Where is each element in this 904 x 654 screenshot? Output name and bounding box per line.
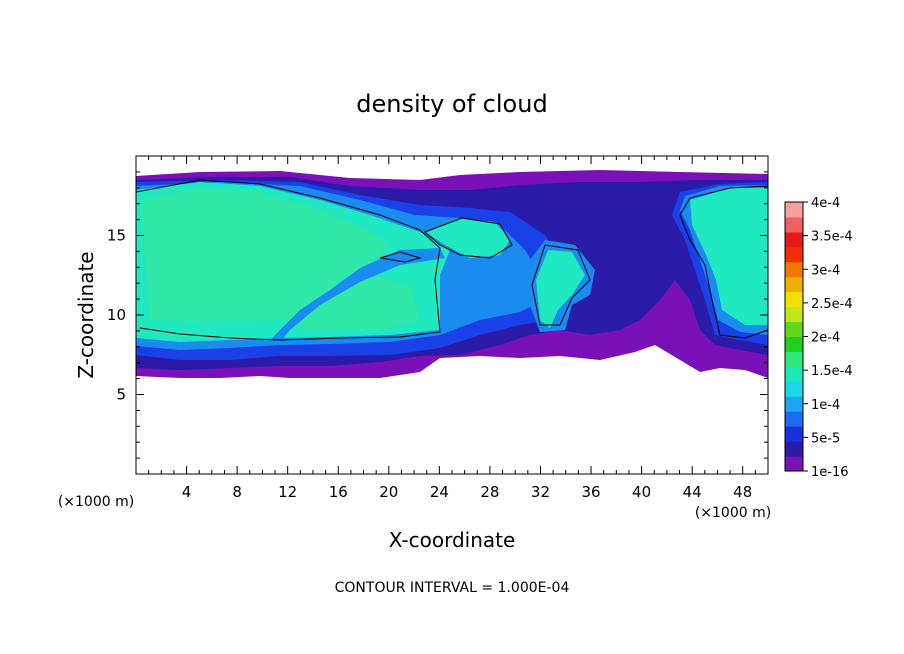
y-tick-label: 15 [107, 227, 126, 245]
x-axis-ticks: 4 8 12 16 20 24 28 32 36 40 44 48 [148, 156, 756, 501]
contour-interval-note: CONTOUR INTERVAL = 1.000E-04 [335, 580, 570, 596]
x-tick-label: 16 [329, 483, 348, 501]
x-tick-label: 8 [232, 483, 242, 501]
x-tick-label: 4 [182, 483, 192, 501]
colorbar-swatch [785, 351, 803, 367]
contour-line-inner [379, 251, 422, 263]
field-peak-region-mid [536, 250, 585, 328]
colorbar-swatch [785, 321, 803, 337]
x-tick-label: 40 [632, 483, 651, 501]
density-field [136, 170, 768, 378]
field-peak-region-right [690, 188, 768, 325]
colorbar-label: 1.5e-4 [811, 364, 853, 379]
colorbar-swatch [785, 336, 803, 352]
colorbar [784, 201, 804, 472]
colorbar-swatch [785, 246, 803, 263]
x-tick-label: 20 [379, 483, 398, 501]
x-tick-label: 12 [278, 483, 297, 501]
colorbar-label: 2.5e-4 [811, 297, 853, 312]
field-peak-region-upper [425, 218, 510, 258]
x-tick-label: 48 [733, 483, 752, 501]
colorbar-swatch [785, 411, 803, 427]
colorbar-swatch [785, 261, 803, 278]
colorbar-label: 1e-4 [811, 398, 840, 413]
y-axis-label: Z-coordinate [74, 251, 98, 378]
x-tick-label: 28 [480, 483, 499, 501]
colorbar-swatch [785, 306, 803, 323]
field-core-region-lower [300, 275, 420, 330]
colorbar-label: 2e-4 [811, 331, 840, 346]
colorbar-swatch [785, 202, 803, 218]
x-tick-label: 44 [683, 483, 702, 501]
y-axis-ticks: 5 10 15 [107, 171, 768, 459]
contour-line-upper [424, 217, 513, 259]
contour-line-mid [531, 244, 591, 326]
chart-title: density of cloud [356, 90, 547, 118]
contour-line-right [679, 185, 768, 339]
x-tick-label: 36 [581, 483, 600, 501]
colorbar-swatch [785, 396, 803, 412]
colorbar-swatch [785, 366, 803, 382]
colorbar-label: 3.5e-4 [811, 230, 853, 245]
colorbar-label: 3e-4 [811, 263, 840, 278]
colorbar-label: 4e-4 [811, 196, 840, 211]
y-tick-label: 5 [116, 386, 126, 404]
colorbar-swatch [785, 381, 803, 397]
colorbar-swatch [785, 456, 803, 472]
field-intrusion-band [270, 248, 445, 342]
colorbar-swatch [785, 291, 803, 308]
colorbar-label: 1e-16 [811, 465, 849, 480]
x-unit-left: (×1000 m) [58, 494, 134, 510]
colorbar-labels: 1e-16 5e-5 1e-4 1.5e-4 2e-4 2.5e-4 3e-4 3.5e-4 4… [803, 196, 853, 480]
contour-line-main [136, 179, 441, 341]
colorbar-swatch [785, 231, 803, 248]
y-tick-label: 10 [107, 306, 126, 324]
colorbar-swatch [785, 216, 803, 233]
colorbar-swatch [785, 276, 803, 293]
colorbar-label: 5e-5 [811, 431, 840, 446]
colorbar-swatch [785, 441, 803, 457]
x-unit-right: (×1000 m) [695, 505, 771, 521]
x-axis-label: X-coordinate [389, 528, 516, 552]
x-tick-label: 32 [531, 483, 550, 501]
x-tick-label: 24 [430, 483, 449, 501]
colorbar-swatch [785, 426, 803, 442]
